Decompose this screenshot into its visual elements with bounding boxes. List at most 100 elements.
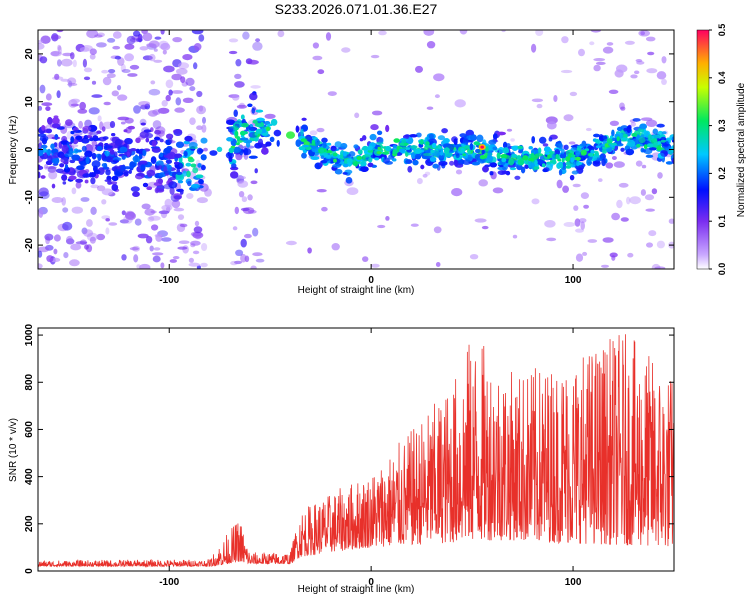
spectrogram-cell (627, 139, 636, 147)
spectrogram-cell (101, 69, 109, 74)
spectrogram-hotspot (541, 163, 546, 168)
spectrogram-cell (190, 243, 196, 248)
spectrogram-cell (91, 94, 103, 98)
spectrogram-cell (417, 178, 423, 185)
spectrogram-hotspot (589, 152, 594, 157)
spectrogram-cell (38, 43, 45, 50)
spectrogram-cell (201, 124, 207, 133)
spectrogram-cell (191, 30, 204, 35)
spectrogram-cell (160, 262, 165, 269)
spectrogram-cell (111, 133, 116, 137)
spectrogram-cell (138, 101, 151, 107)
spectrogram-hotspot (266, 126, 270, 132)
spectrogram-cell (125, 211, 136, 221)
spectrogram-cell (47, 148, 51, 155)
spectrogram-cell (415, 65, 423, 73)
spectrogram-cell (173, 129, 183, 136)
spectrogram-cell (539, 136, 547, 144)
spectrogram-cell (121, 254, 127, 261)
spectrogram-cell (251, 107, 255, 114)
spectrogram-cell (588, 145, 593, 150)
spectrogram-cell (177, 214, 185, 221)
spectrogram-hotspot (596, 145, 601, 148)
spectrogram-cell (587, 239, 598, 243)
spectrogram-cell (168, 89, 173, 96)
spectrogram-cell (120, 165, 126, 172)
spectrogram-hotspot (342, 151, 347, 157)
spectrogram-hotspot (392, 149, 397, 155)
spectrogram-cell (139, 160, 148, 164)
spectrogram-cell (105, 227, 110, 235)
spectrogram-cell (116, 85, 122, 91)
spectrogram-cell (517, 158, 525, 166)
spectrogram-cell (561, 36, 569, 44)
spectrogram-cell (186, 193, 194, 199)
colorbar-tick-label: 0.3 (717, 119, 727, 132)
spectrogram-cell (161, 237, 172, 242)
spectrogram-cell (228, 50, 238, 55)
spectrogram-cell (345, 177, 353, 184)
spectrogram-cell (117, 116, 130, 121)
spectrogram-cell (159, 152, 164, 158)
spectrogram-cell (173, 207, 185, 212)
spectrogram-cell (546, 237, 557, 242)
spectrogram-cell (437, 135, 445, 141)
spectrogram-cell (634, 70, 640, 75)
spectrogram-cell (45, 236, 50, 245)
spectrogram-cell (244, 233, 252, 239)
spectrogram-cell (592, 160, 601, 167)
spectrogram-cell (68, 175, 77, 180)
spectrogram-cell (593, 64, 601, 72)
spectrogram-hotspot (319, 148, 325, 153)
spectrogram-cell (140, 104, 148, 110)
spectrogram-cell (433, 226, 442, 234)
spectrogram-cell (560, 69, 573, 74)
spectrogram-cell (91, 80, 97, 85)
spectrogram-cell (553, 95, 558, 102)
spectrogram-cell (120, 121, 126, 125)
colorbar-tick-label: 0.1 (717, 215, 727, 228)
spectrogram-cell (332, 163, 341, 168)
spectrogram-cell (142, 32, 153, 42)
spectrogram-hotspot (399, 148, 406, 153)
spectrogram-cell (462, 159, 471, 165)
spectrogram-cell (193, 62, 198, 70)
spectrogram-cell (270, 118, 278, 126)
spectrogram-cell (134, 218, 142, 226)
spectrogram-cell (421, 155, 430, 160)
spectrogram-cell (496, 152, 501, 160)
spectrogram-cell (295, 139, 302, 147)
spectrogram-cell (516, 164, 523, 171)
spectrogram-cell (453, 138, 458, 146)
spectrogram-cell (176, 171, 183, 176)
colorbar-tick-label: 0.0 (717, 263, 727, 276)
spectrogram-cell (105, 169, 111, 176)
spectrogram-cell (255, 109, 264, 113)
spectrogram-hotspot (580, 149, 587, 156)
spectrogram-cell (168, 181, 178, 189)
spectrogram-cell (70, 98, 80, 104)
spectrogram-cell (488, 139, 497, 145)
spectrogram-cell (132, 155, 141, 163)
spectrogram-cell (47, 117, 53, 125)
spectrogram-cell (38, 150, 44, 157)
spectrogram-cell (132, 191, 140, 197)
spectrogram-cell (237, 180, 249, 188)
spectrogram-cell (524, 164, 529, 169)
spectrogram-hotspot (570, 157, 575, 163)
spectrogram-cell (455, 153, 460, 159)
spectrogram-cell (478, 179, 489, 187)
spectrogram-cell (454, 99, 466, 108)
spectrogram-cell (551, 154, 556, 160)
spectrogram-cell (108, 69, 116, 74)
spectrogram-cell (106, 73, 116, 79)
spectrogram-cell (88, 131, 99, 136)
spectrogram-cell (606, 42, 614, 46)
spectrogram-cell (171, 90, 183, 94)
spectrogram-cell (200, 154, 207, 161)
spectrogram-cell (646, 242, 653, 248)
spectrogram-cell (571, 170, 579, 175)
spectrogram-hotspot (544, 152, 550, 155)
spectrogram-cell (602, 135, 608, 140)
